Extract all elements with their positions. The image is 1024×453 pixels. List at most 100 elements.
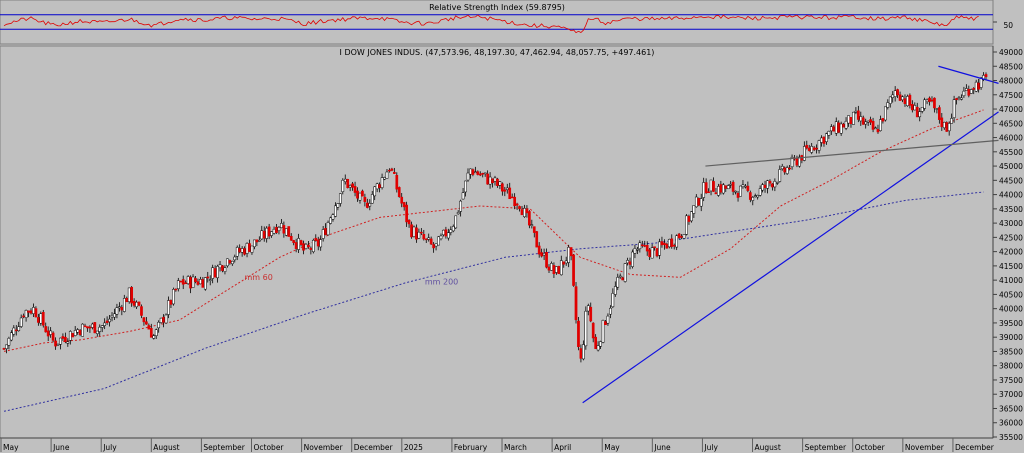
candle-up	[459, 200, 462, 212]
candle-down	[86, 326, 89, 329]
candle-down	[940, 117, 944, 128]
candle-up	[825, 133, 828, 142]
candle-down	[255, 239, 259, 243]
candle-up	[555, 266, 558, 273]
candle-up	[658, 241, 661, 256]
candle-up	[582, 344, 585, 360]
x-tick-label: August	[755, 443, 781, 452]
candle-up	[650, 247, 654, 259]
candle-up	[127, 287, 131, 303]
candle-up	[167, 300, 170, 315]
candle-up	[893, 90, 897, 97]
candle-down	[557, 266, 561, 274]
candle-up	[599, 341, 602, 347]
candle-down	[309, 247, 313, 250]
trend-line-3	[705, 139, 999, 167]
candle-up	[451, 226, 455, 232]
candle-up	[559, 260, 563, 276]
candle-up	[682, 234, 686, 239]
y-tick-label: 39500	[999, 319, 1023, 328]
y-tick-label: 43000	[999, 219, 1023, 228]
candle-down	[174, 288, 178, 291]
annotations: mm 60 mm 200	[244, 273, 458, 286]
candle-down	[665, 243, 669, 249]
candle-up	[375, 183, 379, 190]
candle-up	[434, 243, 438, 247]
y-tick-label: 47500	[999, 91, 1023, 100]
candle-up	[12, 327, 16, 335]
y-tick-label: 41500	[999, 262, 1023, 271]
candle-down	[562, 261, 566, 265]
candle-up	[321, 229, 325, 239]
candle-down	[407, 219, 411, 225]
candle-up	[208, 279, 212, 281]
y-tick-label: 43500	[999, 205, 1023, 214]
candle-up	[17, 326, 21, 331]
y-tick-label: 42500	[999, 233, 1023, 242]
candle-up	[91, 323, 94, 328]
candle-down	[680, 236, 683, 238]
candle-up	[49, 330, 52, 335]
candle-up	[257, 240, 261, 242]
candle-down	[307, 244, 310, 248]
candle-up	[957, 97, 961, 99]
candle-up	[820, 137, 823, 143]
candle-up	[906, 96, 909, 107]
candle-up	[368, 203, 372, 207]
candle-down	[748, 192, 752, 200]
candle-down	[363, 196, 367, 202]
candle-up	[311, 240, 315, 253]
candle-up	[611, 293, 615, 308]
x-tick-label: June	[52, 443, 70, 452]
candle-down	[353, 186, 357, 193]
candle-down	[643, 245, 647, 247]
candle-up	[442, 229, 445, 236]
candle-down	[420, 231, 423, 234]
candle-up	[626, 260, 629, 264]
candle-down	[510, 196, 514, 199]
candle-up	[717, 186, 720, 196]
y-tick-label: 44500	[999, 176, 1023, 185]
candle-up	[854, 110, 858, 113]
candle-up	[960, 97, 963, 100]
candle-down	[945, 122, 949, 132]
candle-up	[675, 235, 679, 248]
candle-down	[2, 348, 6, 350]
candle-up	[464, 180, 467, 193]
candle-up	[775, 182, 779, 184]
candle-down	[34, 308, 38, 318]
candle-down	[621, 277, 625, 281]
candle-up	[343, 178, 347, 183]
candle-up	[331, 214, 335, 220]
candle-down	[44, 326, 48, 333]
candle-down	[736, 192, 740, 198]
candle-down	[314, 237, 318, 241]
candle-up	[874, 127, 877, 130]
candle-down	[275, 226, 278, 233]
rsi-line	[3, 14, 979, 34]
candle-up	[100, 325, 104, 328]
x-tick-label: May	[604, 443, 620, 452]
candle-up	[847, 115, 850, 124]
candle-up	[380, 177, 384, 188]
candle-down	[105, 320, 109, 323]
candle-down	[547, 266, 551, 271]
candle-down	[881, 118, 885, 122]
candle-down	[145, 321, 148, 325]
x-axis: May June July August September October Novembe…	[0, 437, 995, 452]
x-tick-label: July	[102, 443, 117, 452]
candle-down	[395, 175, 399, 190]
candle-up	[348, 185, 352, 188]
candle-down	[508, 187, 512, 200]
trend-line-2	[938, 65, 999, 84]
candle-up	[385, 171, 389, 179]
candle-down	[390, 168, 394, 171]
candle-up	[218, 264, 222, 269]
candle-down	[478, 173, 482, 176]
candle-down	[201, 279, 205, 288]
candle-down	[130, 286, 134, 304]
candle-up	[891, 94, 895, 98]
candle-up	[636, 249, 639, 251]
candle-up	[773, 180, 777, 188]
candle-down	[189, 276, 192, 289]
